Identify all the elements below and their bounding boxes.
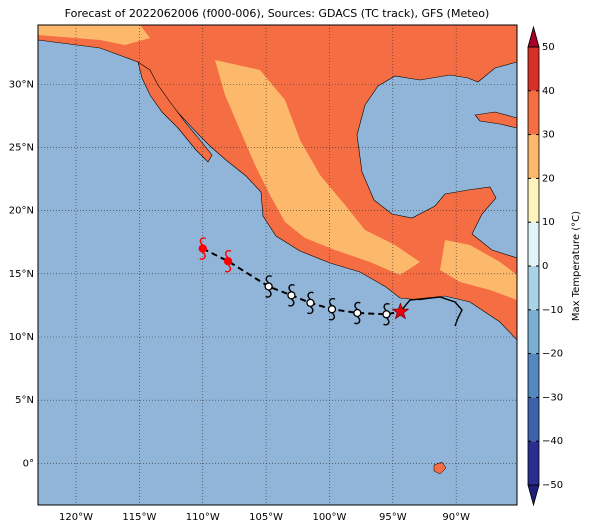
storm-arm [199, 237, 207, 260]
storm-center [287, 291, 296, 300]
map-frame [37, 24, 518, 506]
colorbar-tick-label: −30 [542, 392, 563, 403]
y-tick-label: 0° [23, 458, 34, 469]
y-tick-label: 15°N [9, 269, 34, 280]
storm-symbol [223, 250, 233, 273]
colorbar-tick-label: −20 [542, 349, 563, 360]
y-tick-label: 10°N [9, 332, 34, 343]
colorbar-bin [528, 353, 539, 398]
colorbar-tick-label: −10 [542, 305, 563, 316]
storm-arm [288, 284, 295, 307]
x-tick-label: 90°W [442, 512, 470, 523]
galapagos [433, 461, 447, 475]
land [38, 25, 517, 475]
colorbar-bin [528, 178, 539, 223]
storm-symbol [306, 291, 315, 315]
storm-center [382, 310, 391, 319]
storm-center [264, 282, 273, 291]
storm-symbol [327, 298, 337, 321]
storm-symbol [287, 284, 296, 307]
y-tick-label: 5°N [15, 395, 34, 406]
storm-arm [354, 301, 361, 325]
grid [38, 25, 517, 505]
colorbar-extend-high [527, 25, 540, 48]
x-tick-label: 115°W [122, 512, 156, 523]
colorbar-tick-label: 20 [542, 173, 555, 184]
x-tick-label: 120°W [59, 512, 93, 523]
colorbar-bin [528, 134, 539, 179]
colorbar-bin [528, 441, 539, 485]
colorbar-tick-label: 0 [542, 261, 548, 272]
storm-arm [224, 250, 232, 273]
x-tick-label: 110°W [186, 512, 220, 523]
x-tick-label: 105°W [249, 512, 283, 523]
colorbar-tick-label: 50 [542, 42, 555, 53]
y-tick-label: 25°N [9, 143, 34, 154]
colorbar-bin [528, 47, 539, 91]
x-tick-label: 95°W [379, 512, 407, 523]
colorbar-tick-label: −50 [542, 480, 563, 491]
baja-peninsula [137, 61, 213, 163]
storm-center [306, 298, 315, 308]
colorbar-bin [528, 397, 539, 442]
colorbar-tick-label: 30 [542, 130, 555, 141]
storm-center [353, 308, 362, 318]
x-tick-label: 100°W [312, 512, 346, 523]
y-tick-label: 20°N [9, 206, 34, 217]
colorbar-bin [528, 266, 539, 310]
storm-center [198, 244, 207, 253]
storm-arm [328, 298, 336, 321]
storm-center [327, 305, 337, 314]
current-position [391, 302, 410, 320]
colorbar-bin [528, 90, 539, 135]
plateau [38, 25, 517, 300]
colorbar-tick-label: 10 [542, 217, 555, 228]
colorbar-bin [528, 222, 539, 266]
track [198, 237, 410, 326]
y-tick-label: 30°N [9, 79, 34, 90]
storm-symbol [264, 275, 273, 298]
storm-arm [265, 275, 272, 298]
colorbar-label: Max Temperature (°C) [571, 211, 582, 321]
storm-symbol [382, 303, 391, 326]
map-title: Forecast of 2022062006 (f000-006), Sourc… [65, 7, 490, 20]
storm-symbol [198, 237, 207, 260]
colorbar-bin [528, 309, 539, 354]
cuba [474, 111, 517, 129]
storm-arm [307, 291, 314, 315]
colorbar-tick-label: −40 [542, 436, 563, 447]
observed-track [399, 296, 463, 327]
colorbar [527, 25, 540, 507]
storm-center [223, 257, 233, 266]
colorbar-tick-label: 40 [542, 86, 555, 97]
storm-symbol [353, 301, 362, 325]
storm-arm [383, 303, 390, 326]
colorbar-extend-low [527, 484, 540, 507]
